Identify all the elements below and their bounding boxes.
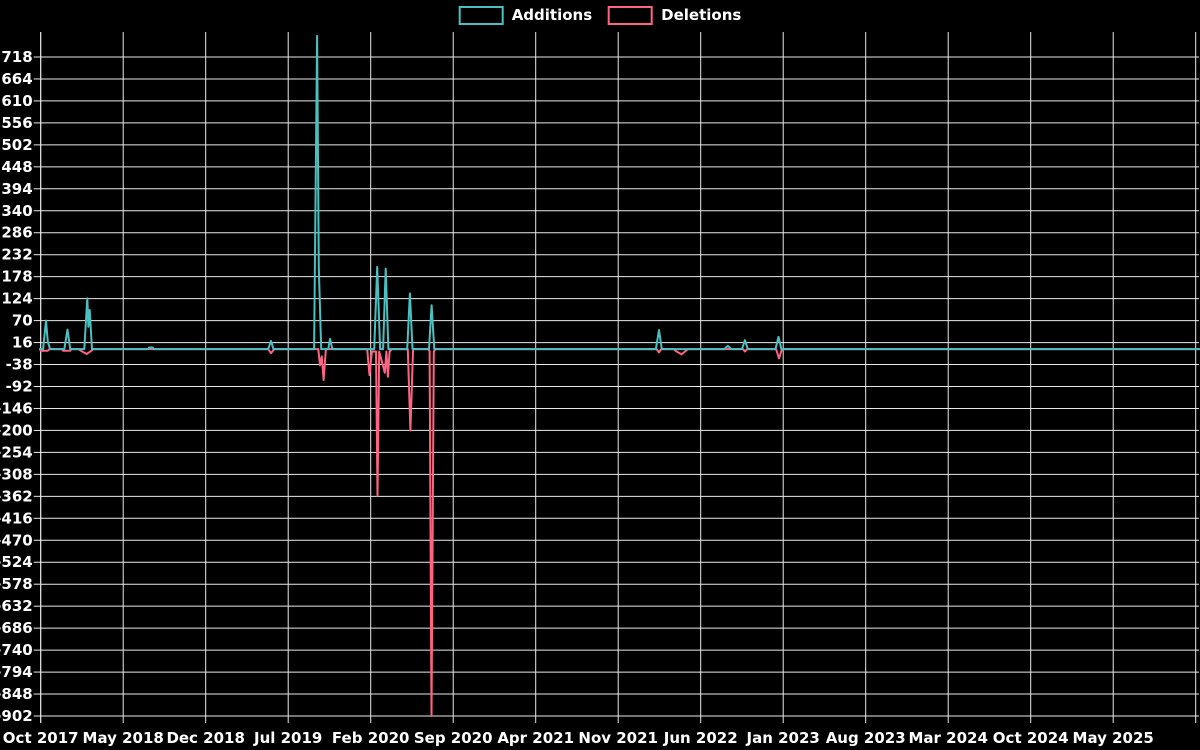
x-tick-label: Feb 2020 [332, 729, 410, 747]
y-tick-label: -146 [0, 399, 33, 417]
y-tick-label: -524 [0, 553, 33, 571]
y-tick-label: 286 [1, 224, 32, 242]
y-tick-label: 394 [1, 180, 32, 198]
x-tick-label: Oct 2024 [993, 729, 1069, 747]
y-tick-label: -740 [0, 641, 33, 659]
y-tick-label: -632 [0, 597, 33, 615]
x-tick-label: Nov 2021 [578, 729, 658, 747]
y-tick-label: -200 [0, 421, 33, 439]
additions-swatch-icon [458, 6, 504, 25]
y-tick-label: 664 [1, 70, 32, 88]
x-tick-label: Apr 2021 [497, 729, 574, 747]
legend-item-deletions[interactable]: Deletions [608, 6, 741, 25]
y-tick-label: -470 [0, 531, 33, 549]
y-tick-label: 70 [12, 312, 33, 330]
y-tick-label: -578 [0, 575, 33, 593]
x-tick-label: May 2018 [83, 729, 164, 747]
y-tick-label: 178 [1, 268, 32, 286]
legend-item-additions[interactable]: Additions [458, 6, 593, 25]
y-tick-label: 16 [12, 334, 33, 352]
deletions-swatch-icon [608, 6, 654, 25]
y-tick-label: 340 [1, 202, 32, 220]
y-tick-label: 502 [1, 136, 32, 154]
y-tick-label: -308 [0, 465, 33, 483]
y-tick-label: -92 [6, 378, 33, 396]
y-tick-label: -362 [0, 487, 33, 505]
y-tick-label: 610 [1, 92, 32, 110]
y-tick-label: -38 [6, 356, 33, 374]
y-tick-label: -686 [0, 619, 33, 637]
y-tick-label: -848 [0, 685, 33, 703]
x-tick-label: Jul 2019 [253, 729, 322, 747]
y-tick-label: -794 [0, 663, 33, 681]
x-tick-label: Sep 2020 [414, 729, 493, 747]
y-tick-label: -416 [0, 509, 33, 527]
y-tick-label: -902 [0, 707, 33, 725]
legend-label-additions: Additions [511, 6, 593, 24]
series-line-additions [39, 34, 1200, 351]
y-tick-label: 232 [1, 246, 32, 264]
x-tick-label: Jan 2023 [746, 729, 820, 747]
y-tick-label: -254 [0, 443, 33, 461]
x-tick-label: Aug 2023 [826, 729, 906, 747]
y-tick-label: 448 [1, 158, 32, 176]
x-tick-label: Jun 2022 [663, 729, 738, 747]
x-tick-label: Dec 2018 [166, 729, 245, 747]
y-tick-label: 718 [1, 48, 32, 66]
legend: Additions Deletions [458, 6, 741, 25]
legend-label-deletions: Deletions [661, 6, 742, 24]
series-line-deletions [39, 348, 1200, 717]
y-tick-label: 124 [1, 290, 32, 308]
y-tick-label: 556 [1, 114, 32, 132]
x-tick-label: May 2025 [1073, 729, 1154, 747]
x-tick-label: Oct 2017 [3, 729, 79, 747]
x-tick-label: Mar 2024 [908, 729, 987, 747]
